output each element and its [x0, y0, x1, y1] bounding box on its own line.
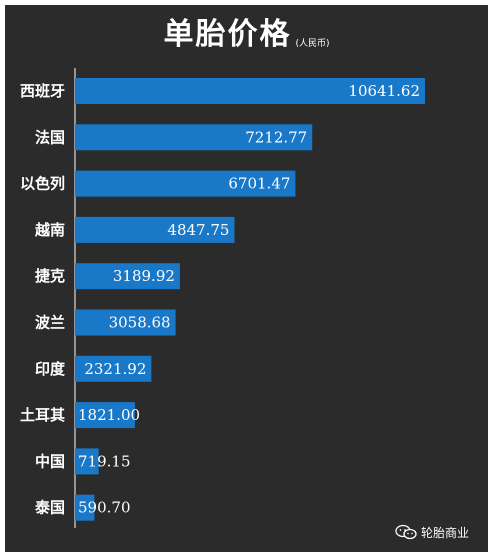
- value-label-1: 7212.77: [245, 128, 307, 146]
- category-label-5: 波兰: [35, 314, 65, 332]
- bar-5: [75, 309, 176, 336]
- value-label-6: 2321.92: [84, 360, 146, 378]
- category-label-4: 捷克: [35, 267, 65, 285]
- category-label-7: 土耳其: [20, 406, 65, 424]
- value-label-3: 4847.75: [167, 221, 229, 239]
- category-label-9: 泰国: [34, 499, 65, 517]
- bar-1: [75, 124, 313, 151]
- bar-7: [75, 402, 135, 429]
- category-label-2: 以色列: [20, 175, 65, 193]
- bar-8: [75, 448, 99, 475]
- value-label-5: 3058.68: [109, 314, 171, 332]
- bar-4: [75, 263, 180, 290]
- wechat-icon: [395, 524, 417, 540]
- chart-subtitle: (人民币): [295, 39, 330, 49]
- bar-2: [75, 170, 296, 197]
- value-label-9: 590.70: [78, 499, 131, 517]
- watermark: 轮胎商业: [395, 522, 469, 542]
- value-label-2: 6701.47: [228, 175, 290, 193]
- category-label-6: 印度: [35, 360, 66, 378]
- bar-0: [75, 78, 425, 104]
- value-label-0: 10641.62: [348, 82, 420, 100]
- value-label-7: 1821.00: [78, 406, 140, 424]
- bar-3: [75, 216, 235, 243]
- value-label-8: 719.15: [78, 452, 131, 470]
- watermark-text: 轮胎商业: [421, 525, 470, 540]
- value-label-4: 3189.92: [113, 267, 175, 285]
- chart-title: 单胎价格: [163, 17, 292, 52]
- category-label-1: 法国: [35, 128, 65, 146]
- bar-9: [75, 494, 95, 521]
- chart-title-group: 单胎价格 (人民币): [5, 12, 488, 52]
- category-label-3: 越南: [34, 221, 65, 239]
- bar-6: [75, 355, 152, 382]
- category-label-8: 中国: [35, 452, 65, 470]
- category-label-0: 西班牙: [20, 82, 65, 100]
